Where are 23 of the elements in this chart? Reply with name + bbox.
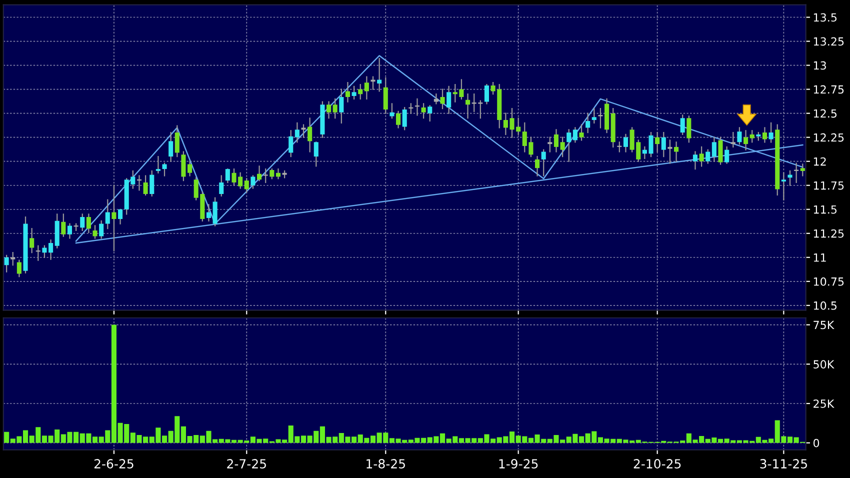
x-tick-label: 2-10-25	[634, 459, 681, 468]
y-tick-label: 50K	[814, 360, 834, 369]
y-tick-label: 10.5	[814, 301, 837, 310]
y-tick-label: 10.75	[814, 277, 844, 286]
x-tick-label: 1-8-25	[366, 459, 405, 468]
y-tick-label: 12.5	[814, 109, 837, 118]
y-tick-label: 11	[814, 254, 826, 262]
y-tick-label: 13.5	[814, 13, 837, 22]
y-tick-label: 25K	[814, 399, 834, 408]
y-tick-label: 0	[813, 438, 820, 448]
y-tick-label: 11.75	[814, 181, 844, 190]
y-tick-label: 75K	[814, 320, 834, 330]
y-tick-label: 13	[814, 61, 826, 70]
y-tick-label: 13.25	[814, 37, 844, 46]
y-tick-label: 12.75	[814, 85, 844, 94]
x-tick-label: 3-11-25	[760, 459, 807, 468]
x-tick-label: 2-7-25	[227, 459, 266, 468]
y-tick-label: 11.25	[814, 229, 844, 238]
y-tick-label: 12	[814, 157, 826, 166]
x-tick-label: 2-6-25	[94, 459, 134, 468]
y-tick-label: 12.25	[814, 133, 844, 142]
x-tick-label: 1-9-25	[499, 459, 538, 468]
y-tick-label: 11.5	[814, 205, 837, 214]
